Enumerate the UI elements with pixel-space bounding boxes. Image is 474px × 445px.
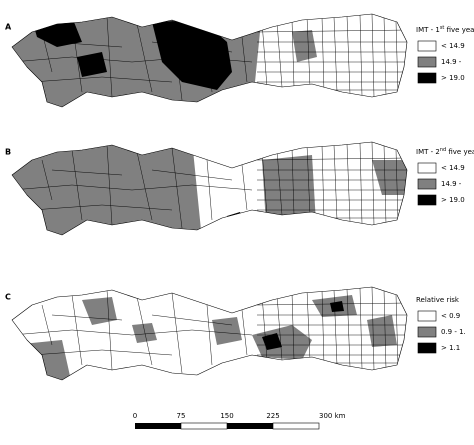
scale-label: 0 xyxy=(133,412,137,420)
legend-title-text: IMT - 2 xyxy=(416,148,440,156)
map-panel-c xyxy=(11,286,408,381)
legend-item: 14.9 - xyxy=(441,58,462,66)
legend-title-text: Relative risk xyxy=(416,296,460,304)
legend-title-text: five yea xyxy=(446,148,474,156)
legend-swatch xyxy=(417,72,437,84)
legend-swatch xyxy=(417,194,437,206)
panel-label: C xyxy=(5,293,11,302)
legend-title-text: IMT - 1 xyxy=(416,26,440,34)
legend-swatch xyxy=(417,56,437,68)
legend-item: 0.9 - 1. xyxy=(441,328,466,336)
panel-label: B xyxy=(5,148,11,157)
scale-label: 300 km xyxy=(319,412,346,420)
legend-title: IMT - 2nd five yea xyxy=(416,147,474,157)
legend-swatch xyxy=(417,326,437,338)
scale-label: 225 xyxy=(266,412,279,420)
map-panel-a xyxy=(11,13,408,108)
map-panel-b xyxy=(11,141,408,236)
panel-label: A xyxy=(5,23,12,32)
legend-item: < 0.9 xyxy=(441,312,460,320)
legend-title-text: five yea xyxy=(444,26,474,34)
legend-title-sup: st xyxy=(440,25,445,31)
legend-item: > 19.0 xyxy=(441,74,465,82)
legend-item: 14.9 - xyxy=(441,180,462,188)
legend-swatch xyxy=(417,310,437,322)
scale-label: 150 xyxy=(220,412,233,420)
legend-swatch xyxy=(417,342,437,354)
legend-item: < 14.9 xyxy=(441,164,465,172)
legend-title: Relative risk xyxy=(416,296,460,304)
legend-swatch xyxy=(417,178,437,190)
scale-bar: 0 75 150 225 300 km xyxy=(133,412,346,430)
legend-swatch xyxy=(417,40,437,52)
scale-label: 75 xyxy=(177,412,186,420)
legend-swatch xyxy=(417,162,437,174)
legend-title: IMT - 1st five yea xyxy=(416,25,474,35)
legend-item: < 14.9 xyxy=(441,42,465,50)
legend-item: > 19.0 xyxy=(441,196,465,204)
legend-item: > 1.1 xyxy=(441,344,460,352)
legend-title-sup: nd xyxy=(440,147,446,153)
